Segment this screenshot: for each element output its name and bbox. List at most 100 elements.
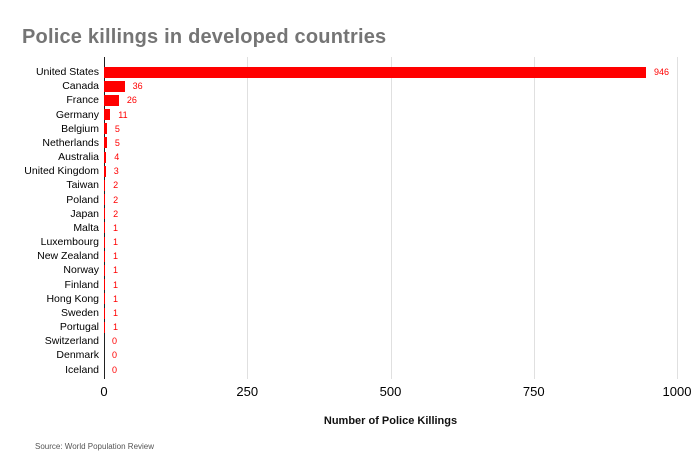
bar-track: 11 xyxy=(104,108,700,122)
chart-title: Police killings in developed countries xyxy=(22,26,387,48)
bar-track: 1 xyxy=(104,221,700,235)
bar-row: Belgium 5 xyxy=(0,122,700,136)
bar-row: Hong Kong 1 xyxy=(0,292,700,306)
source-note: Source: World Population Review xyxy=(35,442,155,451)
bar-track: 946 xyxy=(104,65,700,79)
bar-row: United Kingdom 3 xyxy=(0,164,700,178)
category-label: Portugal xyxy=(59,321,99,334)
bar-row: New Zealand 1 xyxy=(0,249,700,263)
bar-track: 1 xyxy=(104,263,700,277)
bar-row: Finland 1 xyxy=(0,278,700,292)
gridline-x-500 xyxy=(390,57,392,379)
bar-track: 0 xyxy=(104,348,700,362)
category-label: Denmark xyxy=(56,349,99,362)
value-label: 0 xyxy=(112,364,118,375)
gridline-x-250 xyxy=(247,57,249,379)
x-tick-label-0: 0 xyxy=(100,384,108,399)
bar xyxy=(104,66,647,78)
bar-track: 1 xyxy=(104,306,700,320)
bar-track: 3 xyxy=(104,164,700,178)
category-label: France xyxy=(66,94,99,107)
value-label: 1 xyxy=(113,237,119,248)
bar-track: 0 xyxy=(104,334,700,348)
gridline-x-750 xyxy=(533,57,535,379)
bar xyxy=(104,250,105,262)
value-label: 1 xyxy=(113,279,119,290)
bar xyxy=(104,179,106,191)
bar-track: 2 xyxy=(104,193,700,207)
bar xyxy=(104,293,105,305)
category-label: Netherlands xyxy=(42,136,99,149)
category-label: Norway xyxy=(63,264,99,277)
bar-track: 1 xyxy=(104,320,700,334)
value-label: 1 xyxy=(113,293,119,304)
value-label: 1 xyxy=(113,265,119,276)
bar-rows-container: United States 946 Canada 36 France 26 Germany 1… xyxy=(0,65,700,377)
value-label: 2 xyxy=(113,208,119,219)
value-label: 26 xyxy=(126,95,137,106)
bar-row: Poland 2 xyxy=(0,193,700,207)
category-label: United States xyxy=(35,66,99,78)
value-label: 36 xyxy=(132,81,143,92)
value-label: 946 xyxy=(654,67,670,77)
bar-row: Portugal 1 xyxy=(0,320,700,334)
x-tick-label-500: 500 xyxy=(379,384,402,399)
value-label: 5 xyxy=(114,123,120,134)
bar xyxy=(104,151,107,163)
x-axis-title: Number of Police Killings xyxy=(323,415,458,427)
bar-row: Norway 1 xyxy=(0,263,700,277)
bar-track: 0 xyxy=(104,363,700,377)
gridline-x-1000 xyxy=(677,57,678,379)
bar-row: Taiwan 2 xyxy=(0,178,700,192)
bar-row: Netherlands 5 xyxy=(0,136,700,150)
bar xyxy=(104,222,105,234)
bar xyxy=(104,194,106,206)
bar xyxy=(104,165,106,177)
bar xyxy=(104,80,125,92)
bar-track: 2 xyxy=(104,178,700,192)
x-tick-label-1000: 1000 xyxy=(662,384,692,399)
category-label: United Kingdom xyxy=(24,165,99,178)
category-label: Belgium xyxy=(61,122,99,135)
category-label: Iceland xyxy=(65,363,99,376)
bar xyxy=(104,94,119,106)
bar xyxy=(104,137,107,149)
bar-track: 1 xyxy=(104,278,700,292)
bar-track: 5 xyxy=(104,136,700,150)
bar-track: 26 xyxy=(104,93,700,107)
bar-track: 36 xyxy=(104,79,700,93)
category-label: Germany xyxy=(55,108,99,121)
bar-track: 1 xyxy=(104,292,700,306)
value-label: 3 xyxy=(113,166,119,177)
bar xyxy=(104,123,107,135)
category-label: Poland xyxy=(66,193,99,206)
value-label: 1 xyxy=(113,222,119,233)
bar-row: Malta 1 xyxy=(0,221,700,235)
value-label: 2 xyxy=(113,180,119,191)
bar-row: Iceland 0 xyxy=(0,363,700,377)
bar-track: 5 xyxy=(104,122,700,136)
category-label: Hong Kong xyxy=(46,292,99,305)
category-label: Sweden xyxy=(61,306,99,319)
value-label: 2 xyxy=(113,194,119,205)
category-label: Japan xyxy=(70,207,99,220)
category-label: Finland xyxy=(64,278,99,291)
category-label: Switzerland xyxy=(44,335,99,348)
category-label: Malta xyxy=(73,221,99,234)
bar-track: 4 xyxy=(104,150,700,164)
value-label: 11 xyxy=(118,109,128,120)
bar xyxy=(104,109,111,121)
x-tick-label-750: 750 xyxy=(522,384,545,399)
value-label: 5 xyxy=(114,137,120,148)
bar xyxy=(104,208,106,220)
bar-row: Australia 4 xyxy=(0,150,700,164)
bar-row: Switzerland 0 xyxy=(0,334,700,348)
category-label: New Zealand xyxy=(37,250,99,263)
bar-row: Luxembourg 1 xyxy=(0,235,700,249)
category-label: Luxembourg xyxy=(40,236,99,249)
value-label: 1 xyxy=(113,307,119,318)
bar-row: Sweden 1 xyxy=(0,306,700,320)
category-label: Australia xyxy=(58,151,99,164)
bar-row: Canada 36 xyxy=(0,79,700,93)
